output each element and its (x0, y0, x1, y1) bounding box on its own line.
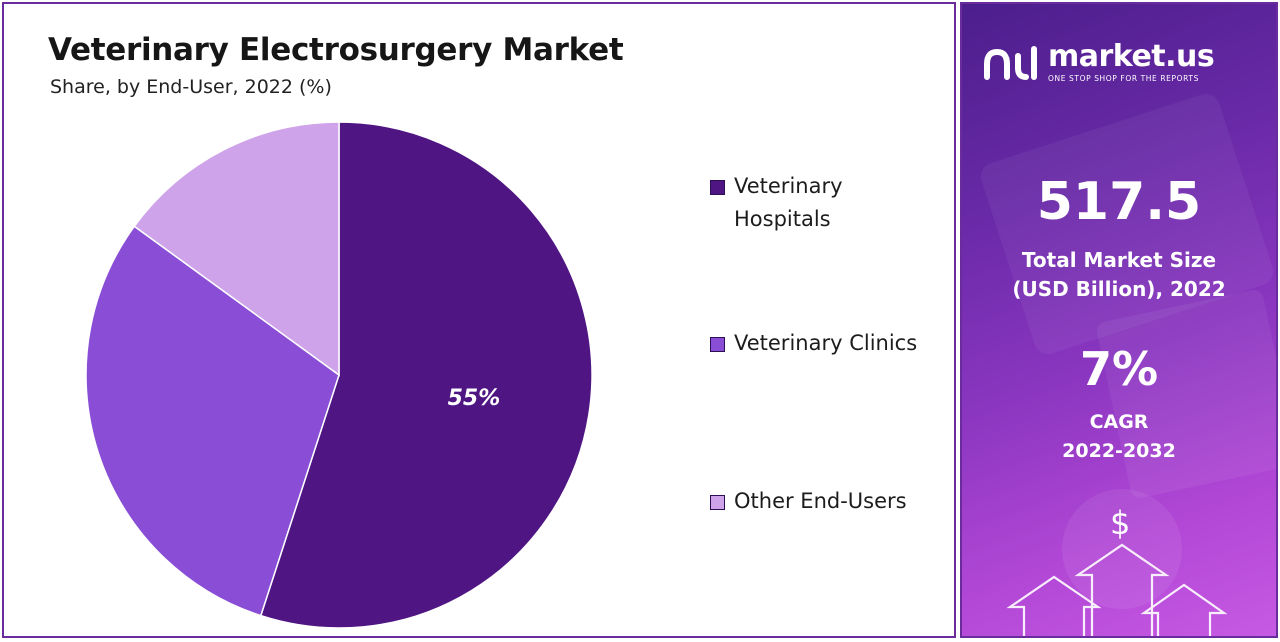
market-size-label: Total Market Size (USD Billion), 2022 (962, 246, 1276, 304)
background-decoration (980, 93, 1276, 636)
legend-label-veterinary-clinics: Veterinary Clinics (734, 331, 918, 355)
growth-arrows-icon (1006, 543, 1228, 636)
logo-text: market.us ONE STOP SHOP FOR THE REPORTS (1048, 39, 1215, 84)
pie-data-label: 55% (448, 386, 501, 411)
legend-item-veterinary-hospitals: Veterinary Hospitals (710, 174, 970, 236)
legend-item-veterinary-clinics: Veterinary Clinics (710, 331, 970, 360)
legend-swatch-veterinary-clinics (710, 337, 725, 352)
market-size-label-line: (USD Billion), 2022 (1012, 277, 1226, 301)
legend-swatch-veterinary-hospitals (710, 180, 725, 195)
legend-swatch-other-end-users (710, 495, 725, 510)
dollar-sign-icon: $ (1110, 504, 1131, 542)
legend-label-line: Veterinary (734, 174, 843, 198)
cagr-label: CAGR 2022-2032 (962, 408, 1276, 466)
pie-slice-veterinary-clinics (85, 225, 340, 617)
arrow-up-left (1006, 575, 1102, 636)
arrow-up-center (1074, 543, 1170, 636)
market-size-value: 517.5 (1036, 172, 1202, 232)
legend-label-line: Hospitals (734, 207, 831, 231)
legend-label-other-end-users: Other End-Users (734, 489, 907, 513)
pie-slice-veterinary-hospitals (259, 121, 593, 629)
logo-tagline: ONE STOP SHOP FOR THE REPORTS (1048, 74, 1199, 83)
logo-name: market.us (1048, 39, 1215, 74)
market-size-label-line: Total Market Size (1021, 248, 1217, 272)
arrow-up-right (1140, 583, 1228, 636)
market-us-logo-icon (984, 45, 1037, 80)
legend-item-other-end-users: Other End-Users (710, 489, 970, 518)
chart-title: Veterinary Electrosurgery Market (48, 32, 624, 68)
chart-panel: Veterinary Electrosurgery Market Share, … (2, 2, 956, 638)
blurred-card-shape (1097, 290, 1276, 498)
cagr-label-line: CAGR (1089, 411, 1149, 433)
blurred-document-shape (980, 93, 1274, 355)
chart-subtitle: Share, by End-User, 2022 (%) (50, 76, 332, 98)
brand-logo: market.us ONE STOP SHOP FOR THE REPORTS (982, 39, 1215, 84)
cagr-value: 7% (1079, 342, 1159, 396)
market-summary-panel: $ market.us ONE STOP SHOP FOR THE REPORT… (960, 2, 1278, 638)
cagr-label-line: 2022-2032 (1062, 440, 1176, 462)
pie-chart: 55% (85, 121, 593, 629)
pie-slice-other-end-users (133, 121, 340, 377)
legend-label-veterinary-hospitals: Veterinary Hospitals (734, 170, 843, 236)
